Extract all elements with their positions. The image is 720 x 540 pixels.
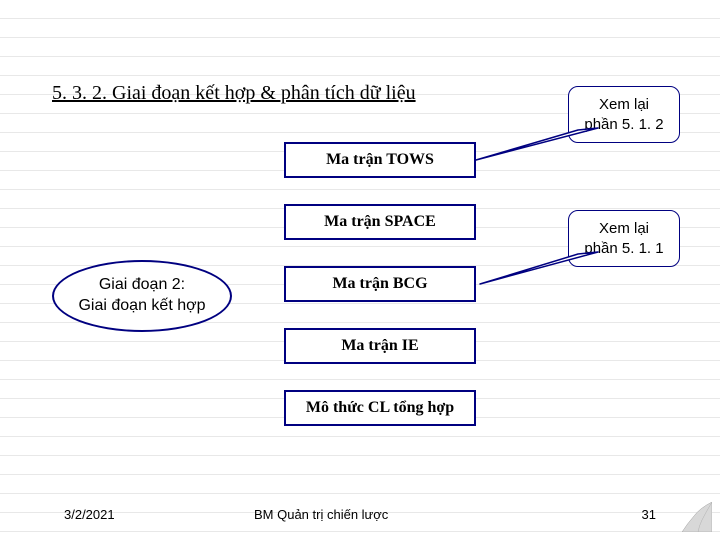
- callout-tail-icon: [475, 249, 603, 294]
- callout-line1: Xem lại: [599, 220, 649, 237]
- matrix-box-label: Mô thức CL tổng hợp: [306, 399, 454, 417]
- matrix-box-label: Ma trận IE: [341, 337, 418, 355]
- matrix-box-label: Ma trận TOWS: [326, 151, 434, 169]
- matrix-box-tonghop: Mô thức CL tổng hợp: [284, 390, 476, 426]
- page-curl-icon: [682, 502, 712, 532]
- matrix-box-tows: Ma trận TOWS: [284, 142, 476, 178]
- footer-center: BM Quản trị chiến lược: [254, 507, 388, 522]
- matrix-box-label: Ma trận SPACE: [324, 213, 436, 231]
- callout-line1: Xem lại: [599, 96, 649, 113]
- matrix-box-ie: Ma trận IE: [284, 328, 476, 364]
- stage-ellipse: Giai đoạn 2: Giai đoạn kết hợp: [52, 260, 232, 332]
- callout-tail-icon: [471, 125, 603, 170]
- section-heading: 5. 3. 2. Giai đoạn kết hợp & phân tích d…: [52, 82, 416, 105]
- ellipse-line1: Giai đoạn 2:: [99, 276, 185, 293]
- ellipse-line2: Giai đoạn kết hợp: [78, 297, 205, 314]
- footer-date: 3/2/2021: [64, 507, 115, 522]
- footer-page-number: 31: [642, 507, 656, 522]
- matrix-box-bcg: Ma trận BCG: [284, 266, 476, 302]
- matrix-box-label: Ma trận BCG: [332, 275, 427, 293]
- matrix-box-space: Ma trận SPACE: [284, 204, 476, 240]
